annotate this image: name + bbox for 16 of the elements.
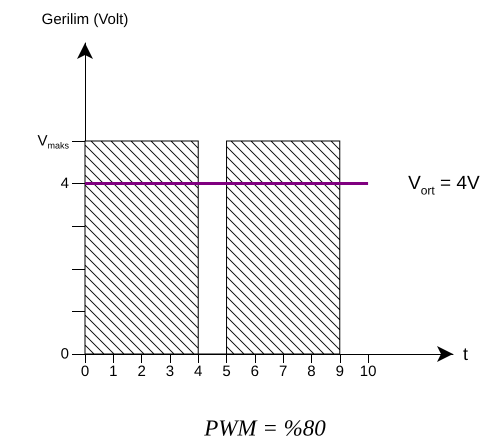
x-tick-label: 10 (360, 363, 376, 380)
x-tick-label: 7 (278, 363, 288, 380)
x-tick-label: 8 (307, 363, 316, 380)
x-tick-label: 0 (80, 363, 90, 380)
x-tick-label: 9 (336, 363, 344, 380)
x-tick-label: 5 (222, 363, 231, 380)
x-tick-label: 6 (250, 363, 260, 380)
x-axis-title: t (463, 344, 468, 364)
text: PWM = %80 (203, 416, 326, 440)
x-tick-label: 1 (109, 363, 118, 380)
x-tick-label: 4 (194, 363, 202, 380)
y-axis-title: Gerilim (Volt) (42, 11, 128, 28)
y-tick-label: 0 (60, 346, 69, 362)
x-tick-label: 2 (137, 363, 146, 380)
x-tick-label: 3 (166, 363, 174, 380)
y-tick-label: 4 (60, 175, 69, 192)
